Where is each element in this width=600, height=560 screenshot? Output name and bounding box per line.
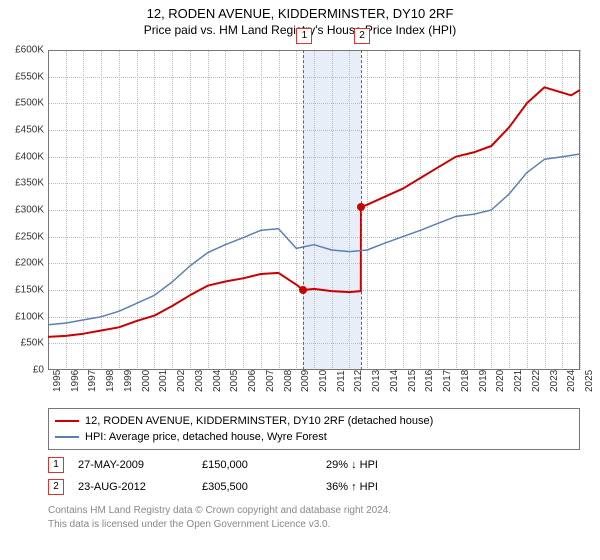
xtick-label: 2010 [318, 370, 329, 392]
attribution-line: This data is licensed under the Open Gov… [48, 518, 580, 532]
legend-swatch [55, 420, 79, 422]
price-events: 1 27-MAY-2009 £150,000 29% ↓ HPI 2 23-AU… [48, 454, 580, 498]
xtick-label: 2017 [442, 370, 453, 392]
xtick-label: 1996 [70, 370, 81, 392]
xtick-label: 2000 [141, 370, 152, 392]
xtick-label: 2007 [265, 370, 276, 392]
legend-item: 12, RODEN AVENUE, KIDDERMINSTER, DY10 2R… [55, 413, 573, 429]
event-delta: 36% ↑ HPI [326, 481, 436, 493]
legend-swatch [55, 436, 79, 438]
xtick-label: 2018 [460, 370, 471, 392]
legend-item: HPI: Average price, detached house, Wyre… [55, 429, 573, 445]
event-marker-top: 1 [296, 28, 312, 44]
series-line [48, 87, 580, 337]
ytick-label: £100K [15, 311, 44, 322]
series-marker-dot [357, 203, 365, 211]
event-price: £305,500 [202, 481, 312, 493]
ytick-label: £450K [15, 125, 44, 136]
xtick-label: 2005 [229, 370, 240, 392]
price-event-row: 1 27-MAY-2009 £150,000 29% ↓ HPI [48, 454, 580, 476]
legend-label: 12, RODEN AVENUE, KIDDERMINSTER, DY10 2R… [85, 415, 433, 427]
legend-label: HPI: Average price, detached house, Wyre… [85, 431, 327, 443]
ytick-label: £50K [21, 338, 44, 349]
xtick-label: 2022 [531, 370, 542, 392]
xtick-label: 2003 [194, 370, 205, 392]
xtick-label: 2024 [566, 370, 577, 392]
ytick-label: £500K [15, 98, 44, 109]
attribution-line: Contains HM Land Registry data © Crown c… [48, 504, 580, 518]
event-date: 23-AUG-2012 [78, 481, 188, 493]
xtick-label: 1999 [123, 370, 134, 392]
xtick-label: 2009 [300, 370, 311, 392]
event-marker: 2 [48, 479, 64, 495]
event-date: 27-MAY-2009 [78, 459, 188, 471]
xtick-label: 1997 [87, 370, 98, 392]
ytick-label: £400K [15, 151, 44, 162]
xtick-label: 1995 [52, 370, 63, 392]
ytick-label: £200K [15, 258, 44, 269]
xtick-label: 2025 [584, 370, 595, 392]
ytick-label: £150K [15, 285, 44, 296]
event-price: £150,000 [202, 459, 312, 471]
ytick-label: £300K [15, 205, 44, 216]
xtick-label: 2001 [158, 370, 169, 392]
xtick-label: 1998 [105, 370, 116, 392]
xtick-label: 2006 [247, 370, 258, 392]
ytick-label: £550K [15, 71, 44, 82]
xtick-label: 2016 [424, 370, 435, 392]
series-marker-dot [299, 286, 307, 294]
xtick-label: 2020 [495, 370, 506, 392]
xtick-label: 2002 [176, 370, 187, 392]
gridline-v [580, 50, 581, 370]
xtick-label: 2015 [407, 370, 418, 392]
ytick-label: £0 [33, 365, 44, 376]
price-event-row: 2 23-AUG-2012 £305,500 36% ↑ HPI [48, 476, 580, 498]
xtick-label: 2023 [549, 370, 560, 392]
xtick-label: 2013 [371, 370, 382, 392]
ytick-label: £250K [15, 231, 44, 242]
chart-container: 12, RODEN AVENUE, KIDDERMINSTER, DY10 2R… [0, 0, 600, 560]
chart-title: 12, RODEN AVENUE, KIDDERMINSTER, DY10 2R… [0, 6, 600, 21]
event-vline [303, 50, 304, 370]
event-delta: 29% ↓ HPI [326, 459, 436, 471]
series-line [48, 154, 580, 325]
xtick-label: 2021 [513, 370, 524, 392]
legend: 12, RODEN AVENUE, KIDDERMINSTER, DY10 2R… [48, 408, 580, 450]
ytick-label: £350K [15, 178, 44, 189]
xtick-label: 2019 [478, 370, 489, 392]
attribution: Contains HM Land Registry data © Crown c… [48, 504, 580, 531]
xtick-label: 2012 [353, 370, 364, 392]
event-marker-top: 2 [354, 28, 370, 44]
ytick-label: £600K [15, 45, 44, 56]
xtick-label: 2008 [283, 370, 294, 392]
plot-area: £0£50K£100K£150K£200K£250K£300K£350K£400… [48, 50, 580, 370]
event-marker: 1 [48, 457, 64, 473]
xtick-label: 2004 [212, 370, 223, 392]
xtick-label: 2014 [389, 370, 400, 392]
xtick-label: 2011 [336, 370, 347, 392]
series-layer [48, 50, 580, 370]
